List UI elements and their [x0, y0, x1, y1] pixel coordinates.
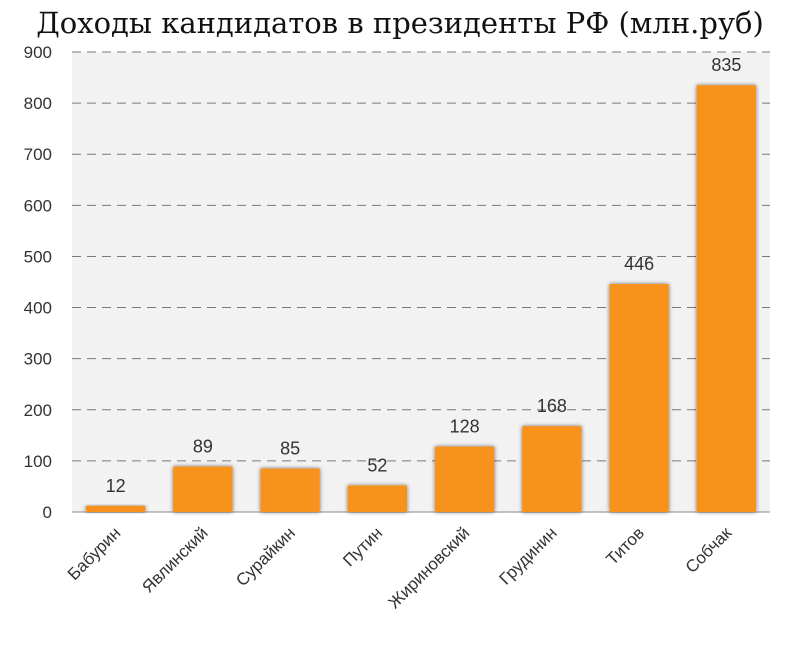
data-label: 835: [711, 55, 741, 75]
y-tick-label: 700: [24, 145, 52, 164]
bar: [434, 446, 495, 512]
bar: [347, 485, 408, 512]
y-tick-label: 300: [24, 350, 52, 369]
bar: [522, 426, 582, 512]
data-label: 128: [450, 417, 480, 437]
x-tick-label: Титов: [603, 523, 648, 568]
y-tick-label: 200: [24, 401, 52, 420]
x-tick-label: Жириновский: [385, 523, 474, 612]
data-label: 52: [367, 455, 387, 475]
gridlines: [72, 51, 770, 462]
x-axis-ticks: Бабурин Явлинский Сурайкин ПутинЖириновский…: [64, 523, 736, 612]
bar: [696, 85, 757, 512]
x-tick-label: Сурайкин: [232, 523, 299, 590]
data-label: 89: [193, 437, 213, 457]
x-tick-label: Явлинский: [138, 523, 211, 596]
y-tick-label: 600: [24, 196, 52, 215]
data-label: 85: [280, 439, 300, 459]
y-axis-ticks: 0 100 200 300 400 500 600 700 800 900: [24, 43, 52, 522]
bar: [85, 505, 146, 512]
x-tick-label: Бабурин: [64, 523, 125, 584]
y-tick-label: 0: [43, 503, 52, 522]
bar: [260, 468, 320, 512]
data-label: 168: [537, 396, 567, 416]
x-tick-label: Грудинин: [496, 523, 561, 588]
x-tick-label: Путин: [339, 523, 386, 570]
data-labels: 12 89 85 52 128 168 446 835: [106, 55, 742, 496]
data-label: 446: [624, 254, 654, 274]
y-tick-label: 500: [24, 247, 52, 266]
y-tick-label: 100: [24, 452, 52, 471]
x-tick-label: Собчак: [682, 523, 736, 577]
bar: [173, 466, 233, 512]
data-label: 12: [106, 476, 126, 496]
y-tick-label: 800: [24, 94, 52, 113]
bars: [85, 85, 757, 512]
y-tick-label: 900: [24, 43, 52, 62]
chart-title: Доходы кандидатов в президенты РФ (млн.р…: [36, 6, 764, 40]
y-tick-label: 400: [24, 299, 52, 318]
bar: [609, 284, 669, 512]
